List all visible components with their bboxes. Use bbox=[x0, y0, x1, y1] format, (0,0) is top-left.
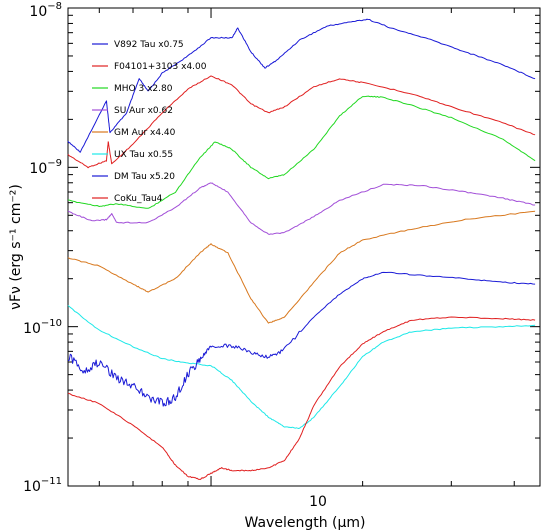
series-line bbox=[67, 210, 536, 324]
series-line bbox=[67, 18, 536, 153]
y-axis-label: νFν (erg s⁻¹ cm⁻²) bbox=[8, 184, 24, 310]
tick-labels: 10 10−11 10−10 10−9 10−8 bbox=[23, 1, 327, 510]
x-tick-label: 10 bbox=[309, 494, 327, 510]
legend: V892 Tau x0.75 F04101+3103 x4.00 MHO 3 x2.… bbox=[92, 40, 207, 204]
y-tick-label: 10−8 bbox=[29, 1, 62, 20]
legend-label: SU Aur x0.62 bbox=[114, 106, 173, 116]
series-line bbox=[67, 95, 536, 209]
series-line bbox=[67, 316, 536, 480]
x-axis-label: Wavelength (μm) bbox=[245, 515, 366, 531]
plot-frame bbox=[67, 7, 541, 487]
axis-ticks bbox=[68, 7, 540, 487]
legend-label: GM Aur x4.40 bbox=[114, 128, 176, 138]
series-line bbox=[67, 271, 536, 407]
y-tick-label: 10−9 bbox=[29, 158, 62, 177]
series-line bbox=[67, 75, 536, 169]
series-layer bbox=[67, 18, 536, 480]
series-line bbox=[67, 305, 536, 429]
y-tick-label: 10−11 bbox=[23, 476, 62, 495]
y-tick-label: 10−10 bbox=[23, 318, 62, 337]
legend-label: CoKu_Tau4 bbox=[114, 194, 163, 204]
legend-label: F04101+3103 x4.00 bbox=[114, 62, 207, 72]
legend-label: V892 Tau x0.75 bbox=[114, 40, 184, 50]
legend-label: UX Tau x0.55 bbox=[114, 150, 173, 160]
legend-label: MHO 3 x2.80 bbox=[114, 84, 173, 94]
series-line bbox=[67, 182, 536, 235]
legend-label: DM Tau x5.20 bbox=[114, 172, 175, 182]
